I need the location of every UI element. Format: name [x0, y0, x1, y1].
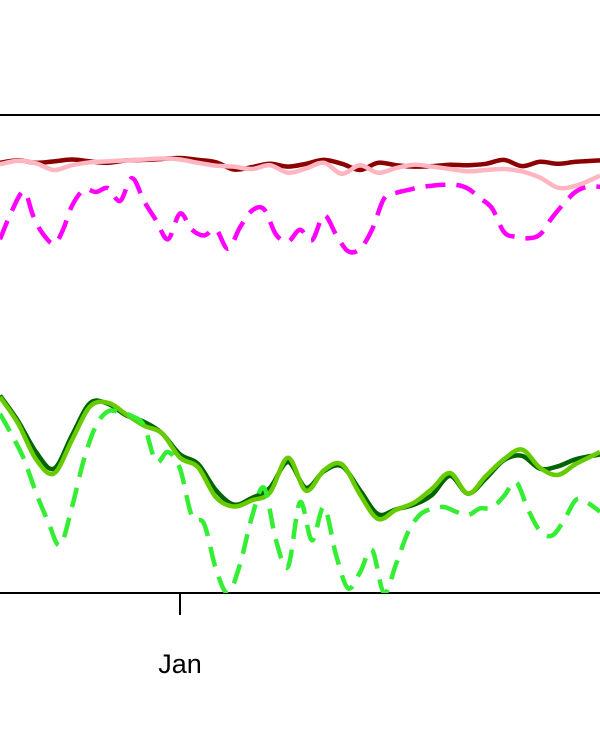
series-line-6	[0, 408, 600, 593]
series-line-2	[0, 156, 600, 191]
series-line-5	[0, 395, 600, 522]
x-tick-label-1: Jan	[158, 649, 202, 679]
series-layer	[0, 155, 600, 593]
series-line-3	[0, 175, 600, 255]
x-axis-ticks: Jan	[158, 593, 202, 679]
plot-frame	[0, 114, 600, 594]
